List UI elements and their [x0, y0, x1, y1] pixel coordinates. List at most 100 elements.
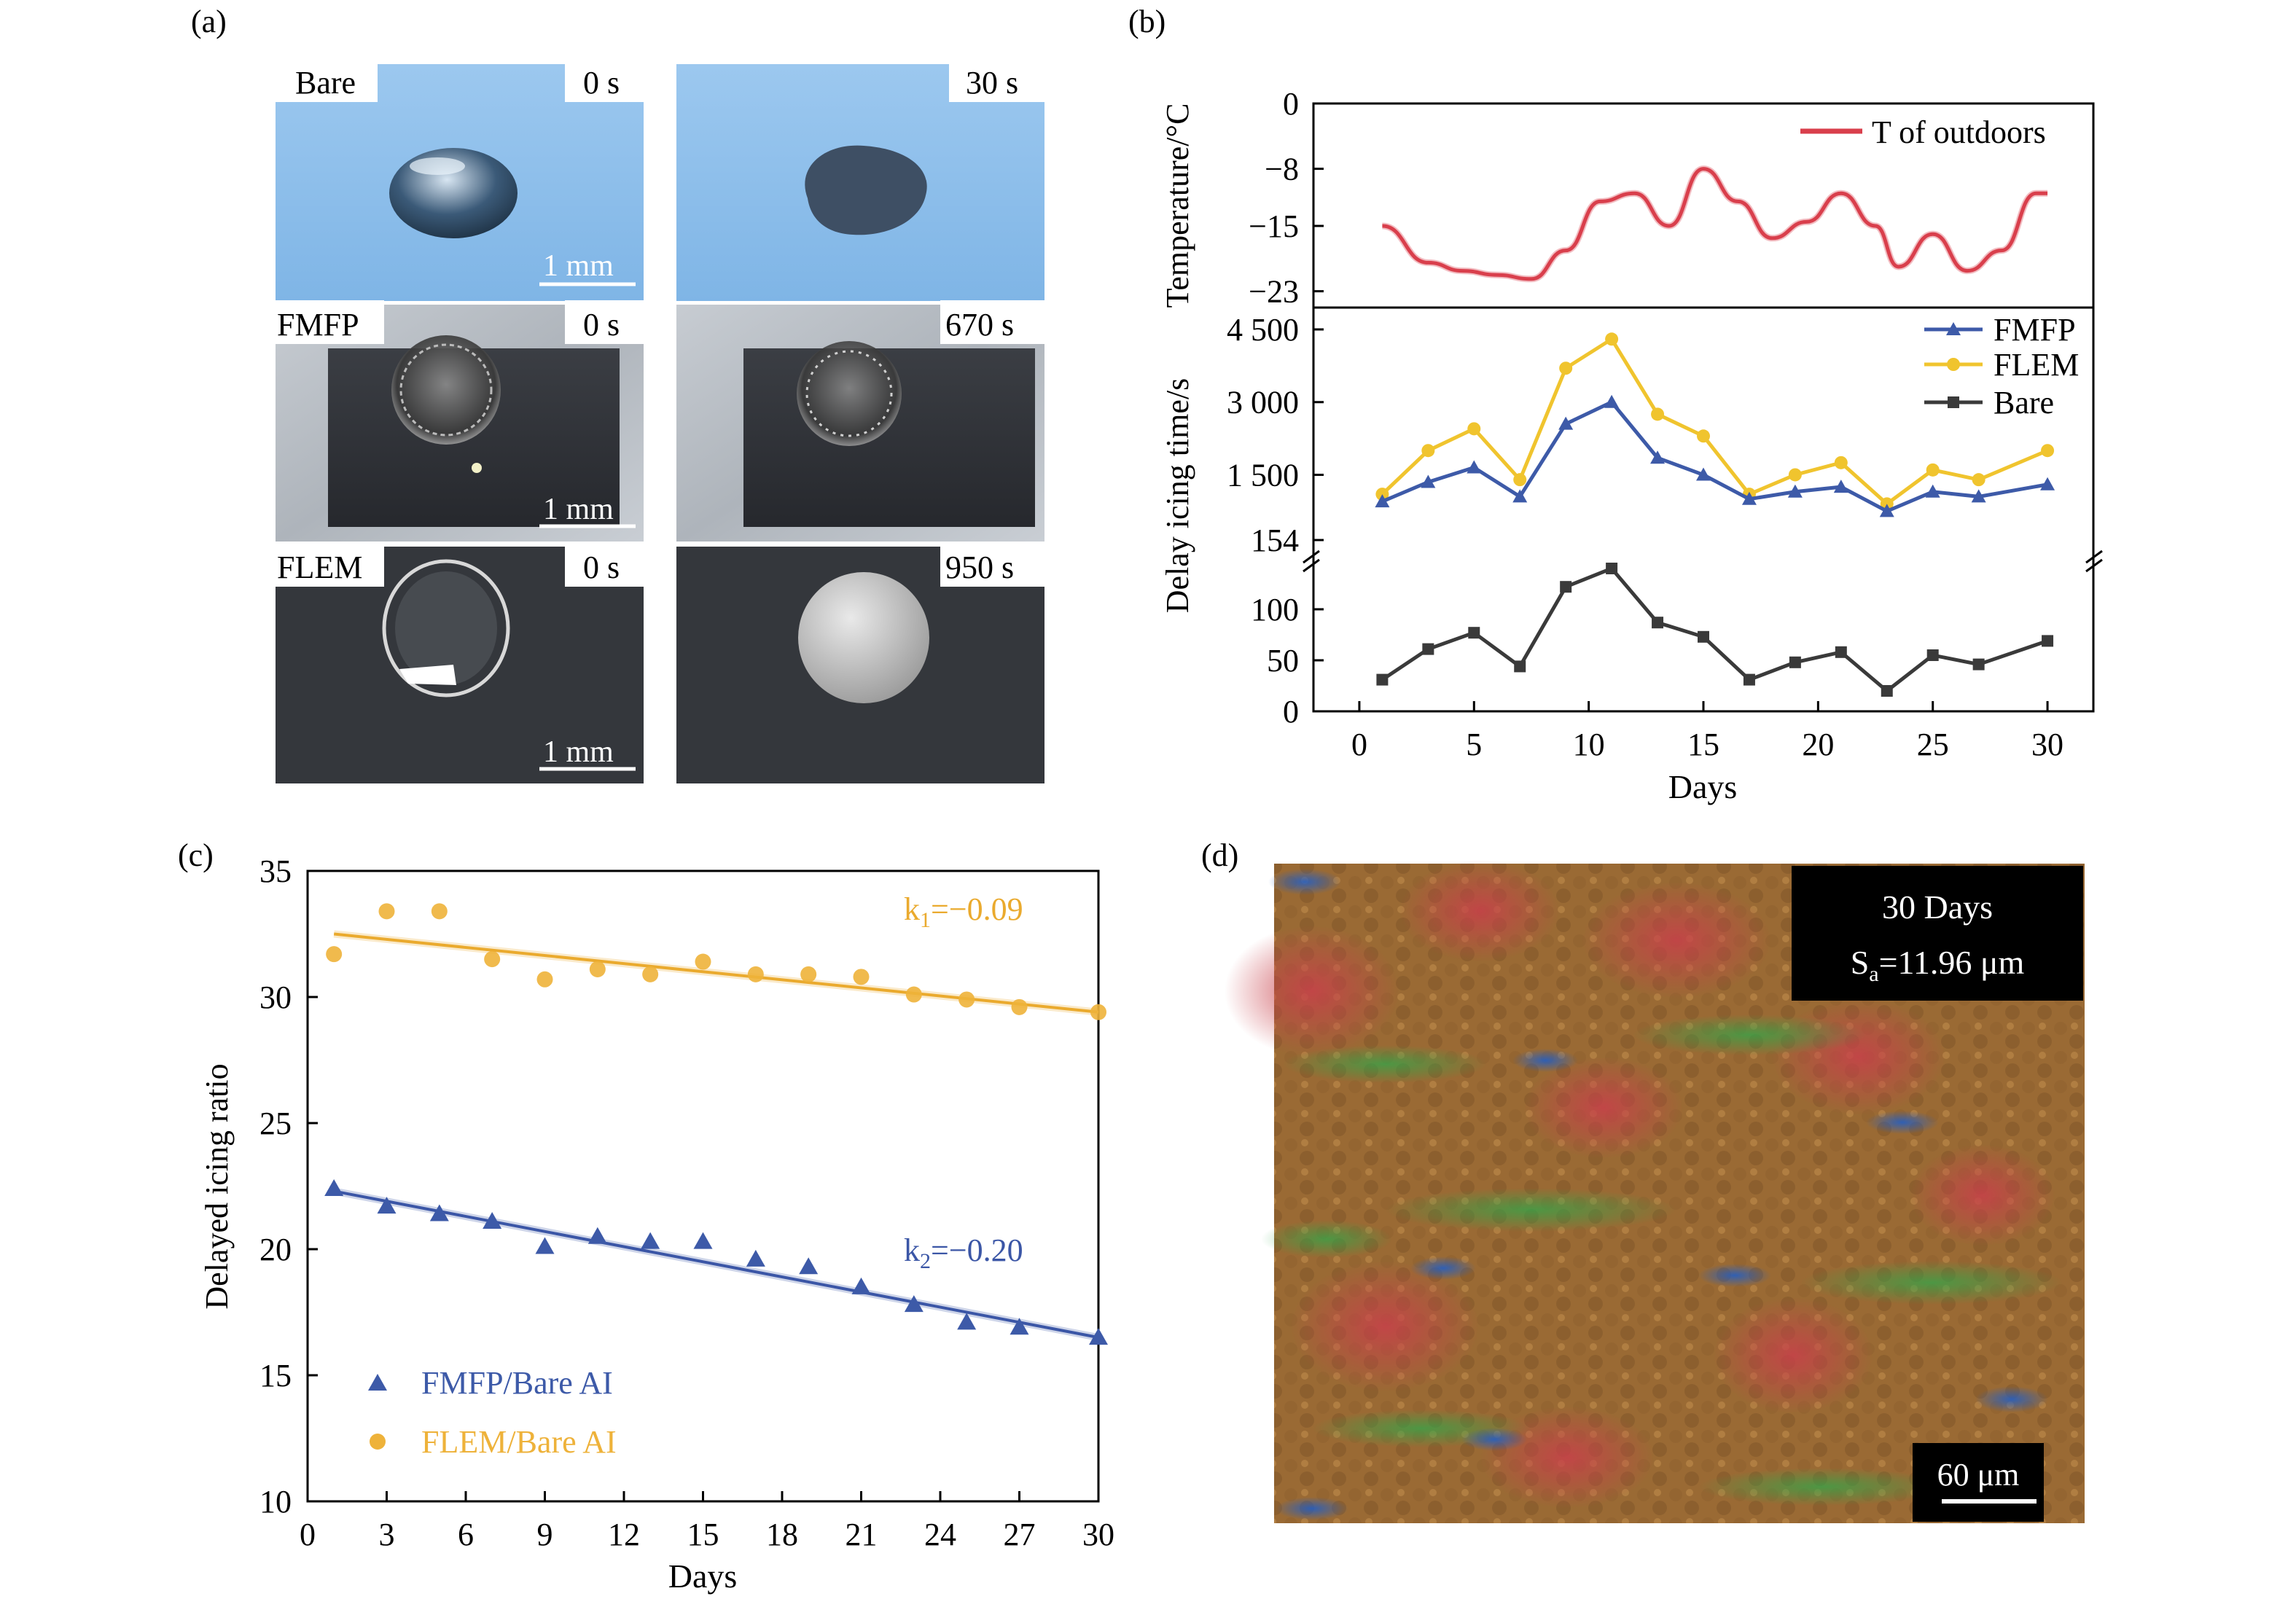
panel-c-label: (c)	[178, 837, 214, 873]
d-info-box	[1792, 866, 2083, 1001]
b-top-ytick-label: −15	[1249, 208, 1299, 244]
fit-label: k1=−0.09	[904, 891, 1023, 932]
marker-fmfp-ratio	[641, 1232, 660, 1249]
marker-flem-ratio	[326, 946, 343, 963]
b-xtick-label: 0	[1351, 727, 1367, 762]
marker-fmfp-ratio	[746, 1249, 765, 1267]
sample-label-fmfp: FMFP	[277, 307, 359, 343]
marker-fmfp-ratio	[483, 1211, 502, 1229]
legend-marker-bare	[1948, 396, 1959, 408]
b-top-ylabel: Temperature/°C	[1160, 103, 1195, 308]
marker-fmfp-ratio	[693, 1232, 713, 1249]
d-sa-label: Sa=11.96 μm	[1851, 944, 2025, 986]
marker-bare	[1468, 627, 1480, 639]
c-xtick-label: 21	[846, 1517, 878, 1552]
marker-flem-ratio	[853, 969, 870, 985]
panel-b: (b) 0 −8 −15 −23 T of outdoors Temperature/°C…	[1128, 4, 2103, 805]
time-label-fmfp-t0: 0 s	[583, 307, 620, 343]
legend-label-bare: Bare	[1994, 385, 2054, 421]
photo-flem-950s: 950 s	[676, 543, 1044, 783]
marker-fmfp	[1604, 394, 1620, 408]
c-xtick-label: 27	[1004, 1517, 1036, 1552]
panel-a-label: (a)	[191, 4, 227, 39]
b-lower-ytick-label: 50	[1267, 643, 1299, 679]
c-ytick-label: 20	[259, 1232, 292, 1267]
marker-bare	[1560, 581, 1572, 593]
marker-bare	[1972, 658, 1985, 671]
series-line-bare	[1381, 566, 2048, 694]
panel-c: (c) 0 3 6 9 12 15 18 21 24 27 30 10 15 20 25 30 35 k1=−0.…	[178, 837, 1114, 1595]
marker-flem	[1697, 429, 1710, 443]
marker-fmfp	[1879, 504, 1894, 517]
marker-fmfp-ratio	[324, 1178, 344, 1196]
marker-fmfp	[1512, 489, 1528, 503]
marker-flem	[1467, 422, 1481, 436]
marker-fmfp-ratio	[957, 1313, 977, 1330]
b-lower-ytick-label: 100	[1251, 592, 1299, 628]
marker-fmfp	[1421, 474, 1436, 488]
c-ytick-label: 15	[259, 1358, 292, 1393]
marker-fmfp	[1558, 416, 1574, 430]
marker-fmfp-ratio	[535, 1237, 555, 1254]
b-xtick-label: 30	[2031, 727, 2063, 762]
marker-fmfp-ratio	[904, 1295, 924, 1313]
legend-marker-fmfp	[1946, 322, 1961, 335]
b-top-ytick-label: 0	[1283, 86, 1299, 122]
temperature-line	[1382, 167, 2048, 281]
legend-label-temperature: T of outdoors	[1872, 114, 2046, 150]
marker-flem-ratio	[1011, 998, 1028, 1015]
legend-label-fmfp-ratio: FMFP/Bare AI	[421, 1365, 613, 1401]
d-days-label: 30 Days	[1882, 888, 1993, 926]
c-ytick-label: 30	[259, 980, 292, 1015]
time-label-bare-t0: 0 s	[583, 65, 620, 101]
c-xlabel: Days	[668, 1557, 738, 1595]
sample-label-flem: FLEM	[277, 550, 362, 585]
c-xtick-label: 18	[766, 1517, 798, 1552]
panel-b-label: (b)	[1128, 4, 1165, 39]
d-scale-box	[1913, 1443, 2044, 1522]
marker-fmfp	[1971, 489, 1986, 503]
marker-flem-ratio	[536, 971, 553, 988]
marker-flem-ratio	[747, 966, 764, 982]
b-xtick-label: 20	[1802, 727, 1834, 762]
legend-label-flem-ratio: FLEM/Bare AI	[421, 1424, 617, 1460]
c-xtick-label: 12	[608, 1517, 640, 1552]
marker-flem-ratio	[1090, 1004, 1106, 1020]
marker-bare	[1652, 617, 1664, 629]
marker-bare	[1698, 630, 1709, 643]
fit-line	[333, 1189, 1099, 1340]
marker-flem-ratio	[378, 903, 395, 920]
fit-line	[333, 932, 1099, 1014]
c-xtick-label: 6	[458, 1517, 474, 1552]
marker-flem	[1513, 473, 1527, 487]
b-xtick-label: 5	[1466, 727, 1482, 762]
marker-flem-ratio	[800, 966, 817, 982]
scale-bar-label-bare: 1 mm	[543, 249, 614, 283]
d-scale-label: 60 μm	[1937, 1457, 2020, 1493]
marker-flem	[1972, 473, 1985, 487]
marker-fmfp	[2040, 477, 2055, 490]
sample-label-bare: Bare	[295, 65, 356, 101]
marker-flem	[1926, 463, 1940, 477]
series-line-fmfp	[1381, 399, 2048, 514]
b-top-ytick-label: −8	[1265, 152, 1299, 187]
marker-flem-ratio	[905, 986, 922, 1003]
marker-fmfp	[1833, 480, 1848, 493]
panel-d: (d)	[1201, 837, 2085, 1523]
marker-bare	[1606, 563, 1618, 574]
marker-bare	[1881, 685, 1893, 697]
marker-bare	[1789, 656, 1801, 668]
b-xtick-label: 15	[1687, 727, 1719, 762]
marker-fmfp-ratio	[1010, 1318, 1029, 1335]
marker-fmfp-ratio	[587, 1227, 607, 1244]
photo-bare-0s: Bare 0 s 1 mm	[276, 58, 644, 301]
marker-flem	[1605, 332, 1619, 346]
marker-flem	[1834, 456, 1848, 469]
time-label-flem-t0: 0 s	[583, 550, 620, 585]
b-upper-ytick-label: 154	[1251, 523, 1299, 558]
b-upper-ytick-label: 1 500	[1227, 457, 1299, 493]
time-label-bare-t1: 30 s	[966, 65, 1018, 101]
legend-label-flem: FLEM	[1994, 347, 2079, 383]
c-xtick-label: 15	[687, 1517, 719, 1552]
